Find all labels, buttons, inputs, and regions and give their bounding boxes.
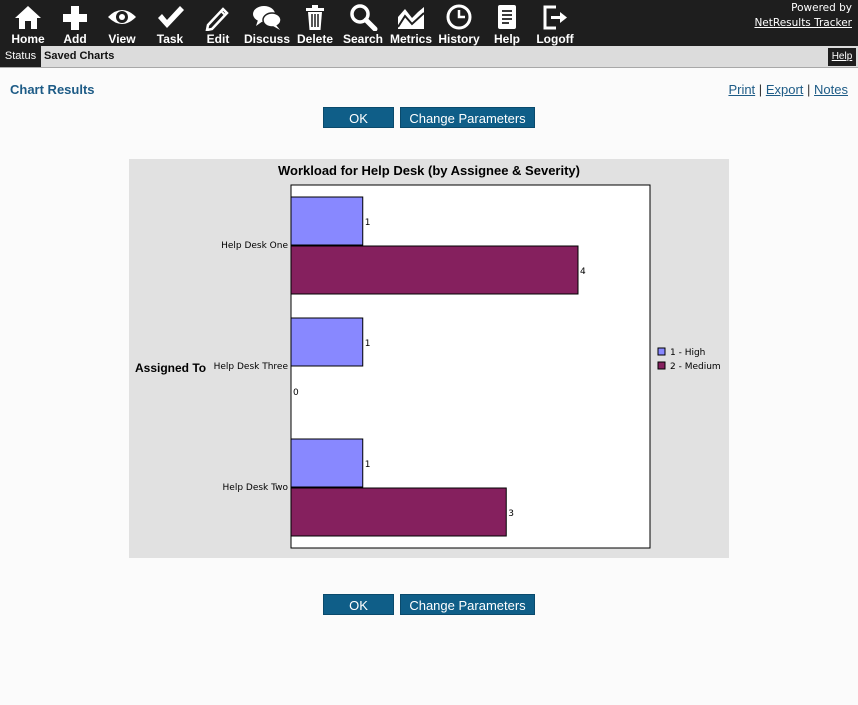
- change-parameters-button-top[interactable]: Change Parameters: [400, 107, 535, 128]
- chart-title: Workload for Help Desk (by Assignee & Se…: [278, 163, 580, 178]
- chart-panel: Workload for Help Desk (by Assignee & Se…: [129, 159, 729, 558]
- toolbar-label: Help: [493, 32, 520, 46]
- data-label: 4: [580, 267, 586, 277]
- chat-bubbles-icon: [253, 6, 282, 30]
- toolbar-label: Add: [63, 32, 87, 46]
- bar: [290, 317, 364, 367]
- category-label: Help Desk Two: [223, 483, 289, 493]
- data-label: 0: [293, 388, 299, 398]
- main-toolbar: Home Add View Task Edit Discuss Delete Search Me…: [0, 0, 858, 46]
- link-separator: |: [807, 82, 811, 97]
- logout-icon: [543, 5, 567, 30]
- toolbar-label: Search: [342, 32, 384, 46]
- trash-icon: [306, 5, 324, 30]
- legend-swatch: [657, 347, 666, 356]
- brand-link[interactable]: NetResults Tracker: [754, 17, 852, 29]
- toolbar-task-button[interactable]: Task: [153, 0, 187, 46]
- sub-navigation-bar: Status Saved Charts Help: [0, 46, 858, 68]
- toolbar-search-button[interactable]: Search: [343, 0, 383, 46]
- powered-by-text: Powered by: [791, 2, 852, 14]
- change-parameters-button-bottom[interactable]: Change Parameters: [400, 594, 535, 615]
- legend-entry: 1 - High: [670, 348, 705, 358]
- help-tab[interactable]: Help: [828, 48, 856, 66]
- status-tab[interactable]: Status: [0, 46, 41, 67]
- powered-by: Powered by NetResults Tracker: [754, 1, 852, 31]
- y-axis-title: Assigned To: [135, 361, 206, 375]
- data-label: 1: [365, 460, 371, 470]
- toolbar-home-button[interactable]: Home: [11, 0, 45, 46]
- category-label: Help Desk Three: [214, 362, 289, 372]
- toolbar-view-button[interactable]: View: [105, 0, 139, 46]
- toolbar-label: View: [108, 32, 136, 46]
- page-actions: Print | Export | Notes: [728, 82, 848, 97]
- bar-chart: Workload for Help Desk (by Assignee & Se…: [135, 163, 721, 549]
- home-icon: [15, 6, 41, 29]
- toolbar-label: Logoff: [536, 32, 574, 46]
- toolbar-label: Metrics: [389, 32, 433, 46]
- export-link[interactable]: Export: [765, 82, 804, 97]
- data-label: 1: [365, 339, 371, 349]
- toolbar-label: Delete: [296, 32, 334, 46]
- toolbar-add-button[interactable]: Add: [60, 0, 90, 46]
- page-title: Chart Results: [10, 82, 95, 97]
- eye-icon: [108, 10, 136, 24]
- toolbar-history-button[interactable]: History: [438, 0, 480, 46]
- legend-swatch: [657, 361, 666, 370]
- toolbar-delete-button[interactable]: Delete: [295, 0, 335, 46]
- bar: [290, 487, 507, 537]
- toolbar-metrics-button[interactable]: Metrics: [390, 0, 432, 46]
- data-label: 3: [508, 509, 514, 519]
- bar: [290, 245, 579, 295]
- check-icon: [158, 6, 184, 28]
- document-icon: [498, 5, 516, 29]
- toolbar-edit-button[interactable]: Edit: [201, 0, 235, 46]
- clock-icon: [446, 4, 472, 30]
- ok-button-bottom[interactable]: OK: [323, 594, 394, 615]
- pencil-icon: [205, 7, 229, 31]
- toolbar-label: History: [438, 32, 480, 46]
- saved-charts-tab[interactable]: Saved Charts: [44, 50, 115, 62]
- print-link[interactable]: Print: [728, 82, 756, 97]
- link-separator: |: [758, 82, 763, 97]
- plus-icon: [63, 6, 87, 30]
- toolbar-logoff-button[interactable]: Logoff: [536, 0, 574, 46]
- bar: [290, 196, 364, 246]
- toolbar-label: Task: [156, 32, 184, 46]
- bar: [290, 438, 364, 488]
- toolbar-label: Discuss: [243, 32, 291, 46]
- toolbar-label: Edit: [206, 32, 230, 46]
- category-label: Help Desk One: [221, 241, 288, 251]
- toolbar-label: Home: [11, 32, 45, 46]
- magnifier-icon: [350, 4, 378, 31]
- chart-icon: [397, 7, 425, 29]
- toolbar-help-button[interactable]: Help: [490, 0, 524, 46]
- toolbar-discuss-button[interactable]: Discuss: [243, 0, 291, 46]
- ok-button-top[interactable]: OK: [323, 107, 394, 128]
- legend-entry: 2 - Medium: [670, 362, 721, 372]
- data-label: 1: [365, 218, 371, 228]
- notes-link[interactable]: Notes: [814, 82, 848, 97]
